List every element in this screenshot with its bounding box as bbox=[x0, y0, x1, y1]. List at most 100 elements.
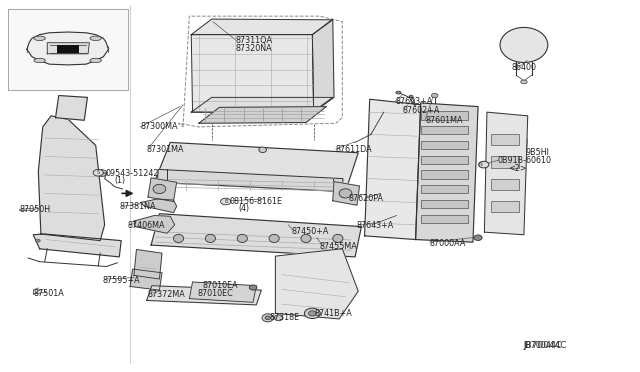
Text: 0B91B-60610: 0B91B-60610 bbox=[497, 156, 551, 166]
Polygon shape bbox=[134, 250, 162, 279]
Bar bbox=[420, 156, 468, 164]
Text: 87643+A: 87643+A bbox=[357, 221, 394, 230]
Polygon shape bbox=[191, 97, 333, 112]
Ellipse shape bbox=[275, 315, 283, 321]
Text: 87311QA: 87311QA bbox=[236, 36, 273, 45]
Polygon shape bbox=[134, 215, 175, 233]
Text: 87611DA: 87611DA bbox=[335, 145, 372, 154]
Polygon shape bbox=[191, 35, 314, 112]
Ellipse shape bbox=[35, 239, 40, 242]
Polygon shape bbox=[147, 286, 261, 305]
Polygon shape bbox=[312, 19, 334, 112]
Polygon shape bbox=[130, 269, 162, 290]
Bar bbox=[420, 126, 468, 134]
Polygon shape bbox=[484, 112, 528, 235]
Bar bbox=[420, 215, 468, 223]
Ellipse shape bbox=[333, 234, 343, 243]
Text: 87300MA: 87300MA bbox=[140, 122, 178, 131]
Ellipse shape bbox=[431, 93, 438, 98]
Bar bbox=[491, 157, 519, 167]
Ellipse shape bbox=[262, 314, 273, 322]
Text: 87603+A: 87603+A bbox=[395, 97, 433, 106]
Text: 87501A: 87501A bbox=[33, 289, 64, 298]
Bar bbox=[491, 201, 519, 212]
Ellipse shape bbox=[97, 170, 107, 176]
Text: 08156-8161E: 08156-8161E bbox=[230, 197, 282, 206]
Ellipse shape bbox=[153, 185, 166, 193]
Ellipse shape bbox=[521, 80, 527, 84]
Polygon shape bbox=[154, 142, 358, 192]
Ellipse shape bbox=[265, 316, 270, 320]
Text: 87318E: 87318E bbox=[269, 313, 299, 322]
Polygon shape bbox=[151, 214, 362, 257]
Polygon shape bbox=[199, 107, 326, 123]
Ellipse shape bbox=[308, 311, 316, 316]
Polygon shape bbox=[157, 169, 343, 192]
Ellipse shape bbox=[249, 285, 257, 290]
Text: N: N bbox=[479, 162, 483, 167]
Polygon shape bbox=[56, 96, 88, 120]
Polygon shape bbox=[148, 178, 177, 202]
Text: 87010EA: 87010EA bbox=[202, 281, 237, 290]
Ellipse shape bbox=[34, 36, 45, 41]
Bar bbox=[420, 141, 468, 149]
Text: 87320NA: 87320NA bbox=[236, 44, 273, 53]
Text: <2>: <2> bbox=[509, 164, 527, 173]
Text: 86400: 86400 bbox=[511, 63, 536, 72]
Text: 87372MA: 87372MA bbox=[148, 290, 186, 299]
Text: (4): (4) bbox=[239, 203, 250, 213]
Polygon shape bbox=[189, 282, 256, 302]
Ellipse shape bbox=[173, 234, 184, 243]
Text: S: S bbox=[97, 170, 100, 175]
Bar bbox=[420, 170, 468, 179]
Ellipse shape bbox=[90, 58, 101, 62]
Ellipse shape bbox=[205, 234, 216, 243]
Ellipse shape bbox=[221, 198, 231, 205]
Ellipse shape bbox=[301, 234, 311, 243]
Text: 87601MA: 87601MA bbox=[425, 116, 463, 125]
Text: 8741B+A: 8741B+A bbox=[315, 309, 353, 318]
Bar bbox=[420, 200, 468, 208]
Ellipse shape bbox=[474, 235, 482, 240]
Ellipse shape bbox=[237, 234, 247, 243]
Ellipse shape bbox=[259, 147, 266, 153]
Polygon shape bbox=[47, 43, 90, 54]
Text: 87595+A: 87595+A bbox=[102, 276, 140, 285]
Polygon shape bbox=[8, 9, 127, 90]
Text: 09543-51242: 09543-51242 bbox=[105, 169, 159, 177]
Text: JB70044C: JB70044C bbox=[524, 341, 563, 350]
Bar bbox=[491, 179, 519, 190]
Text: (1): (1) bbox=[115, 176, 126, 185]
Polygon shape bbox=[27, 32, 108, 65]
Polygon shape bbox=[38, 116, 104, 241]
Text: 9B5HI: 9B5HI bbox=[525, 148, 549, 157]
Text: 87620PA: 87620PA bbox=[349, 195, 383, 203]
Ellipse shape bbox=[409, 95, 413, 97]
Bar bbox=[420, 185, 468, 193]
Polygon shape bbox=[140, 199, 177, 212]
Polygon shape bbox=[33, 234, 121, 257]
Ellipse shape bbox=[269, 234, 279, 243]
Text: 87450+A: 87450+A bbox=[291, 227, 329, 235]
Polygon shape bbox=[365, 99, 420, 240]
Text: JB70044C: JB70044C bbox=[524, 341, 568, 350]
Text: 87050H: 87050H bbox=[19, 205, 51, 215]
Text: 87010EC: 87010EC bbox=[198, 289, 234, 298]
Bar bbox=[58, 45, 79, 53]
Text: 87455MA: 87455MA bbox=[320, 242, 358, 251]
Ellipse shape bbox=[34, 58, 45, 62]
Ellipse shape bbox=[500, 28, 548, 62]
Text: 87406MA: 87406MA bbox=[127, 221, 165, 230]
Bar bbox=[420, 112, 468, 119]
Text: 87301MA: 87301MA bbox=[147, 145, 184, 154]
Text: 87381NA: 87381NA bbox=[119, 202, 156, 211]
Ellipse shape bbox=[339, 189, 352, 198]
Ellipse shape bbox=[396, 91, 401, 94]
Polygon shape bbox=[333, 182, 360, 205]
Text: 87000AA: 87000AA bbox=[429, 239, 466, 248]
Polygon shape bbox=[275, 249, 358, 319]
Polygon shape bbox=[191, 19, 333, 35]
Polygon shape bbox=[415, 103, 478, 242]
Bar bbox=[491, 134, 519, 145]
Text: 87602+A: 87602+A bbox=[403, 106, 440, 115]
